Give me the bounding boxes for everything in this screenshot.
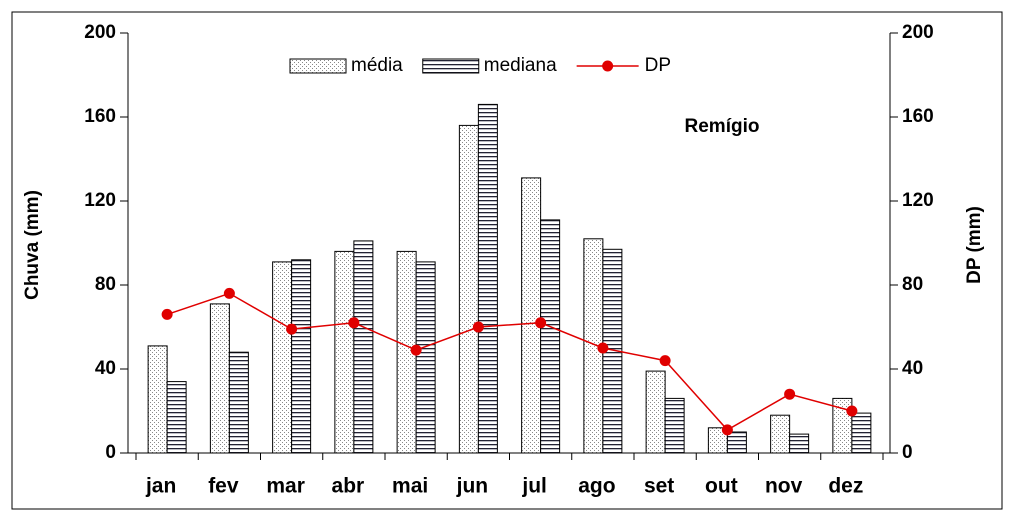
point bbox=[223, 287, 235, 299]
bar bbox=[521, 177, 542, 454]
bar bbox=[726, 431, 747, 454]
point bbox=[472, 321, 484, 333]
x-tick-label: set bbox=[644, 475, 674, 498]
bar bbox=[664, 397, 685, 454]
x-tick-label: jul bbox=[521, 475, 547, 498]
bar bbox=[477, 103, 498, 454]
legend-label: mediana bbox=[484, 55, 557, 76]
y-tick-label: 40 bbox=[95, 358, 116, 379]
bar bbox=[458, 124, 479, 454]
point bbox=[721, 424, 733, 436]
x-tick-label: out bbox=[705, 475, 738, 498]
y-tick-label: 80 bbox=[95, 274, 116, 295]
bar bbox=[272, 261, 293, 454]
y-tick-label: 120 bbox=[84, 190, 116, 211]
bar bbox=[147, 345, 168, 454]
bar bbox=[353, 240, 374, 454]
point bbox=[410, 344, 422, 356]
y-tick-label: 0 bbox=[105, 442, 116, 463]
bar bbox=[770, 414, 791, 454]
y2-tick-label: 40 bbox=[902, 358, 923, 379]
legend-swatch bbox=[289, 58, 347, 74]
bar bbox=[228, 351, 249, 454]
x-tick-label: mar bbox=[266, 475, 305, 498]
point bbox=[784, 388, 796, 400]
bar bbox=[645, 370, 666, 454]
y2-tick-label: 120 bbox=[902, 190, 934, 211]
point bbox=[846, 405, 858, 417]
point bbox=[286, 323, 298, 335]
y2-tick-label: 200 bbox=[902, 22, 934, 43]
point bbox=[161, 308, 173, 320]
line bbox=[166, 292, 853, 431]
bar bbox=[209, 303, 230, 454]
bar bbox=[291, 259, 312, 454]
x-tick-label: dez bbox=[828, 475, 863, 498]
bar bbox=[166, 381, 187, 454]
y2-tick-label: 0 bbox=[902, 442, 913, 463]
x-tick-label: ago bbox=[578, 475, 615, 498]
annotation: Remígio bbox=[685, 116, 760, 137]
x-tick-label: jan bbox=[145, 475, 176, 498]
point bbox=[348, 317, 360, 329]
y2-axis-label: DP (mm) bbox=[964, 206, 985, 284]
x-tick-label: nov bbox=[765, 475, 803, 498]
x-tick-label: abr bbox=[332, 475, 365, 498]
legend-swatch bbox=[602, 60, 614, 72]
point bbox=[659, 355, 671, 367]
bar bbox=[540, 219, 561, 454]
frame bbox=[11, 11, 1003, 510]
x-tick-label: mai bbox=[392, 475, 428, 498]
y2-tick-label: 80 bbox=[902, 274, 923, 295]
y2-tick-label: 160 bbox=[902, 106, 934, 127]
legend-swatch bbox=[422, 58, 480, 74]
y-tick-label: 160 bbox=[84, 106, 116, 127]
bar bbox=[789, 433, 810, 454]
y-axis-label: Chuva (mm) bbox=[22, 190, 43, 300]
bar bbox=[415, 261, 436, 454]
bar bbox=[334, 250, 355, 454]
point bbox=[535, 317, 547, 329]
bar bbox=[851, 412, 872, 454]
point bbox=[597, 342, 609, 354]
x-tick-label: jun bbox=[456, 475, 489, 498]
x-tick-label: fev bbox=[208, 475, 239, 498]
y-tick-label: 200 bbox=[84, 22, 116, 43]
legend-label: média bbox=[351, 55, 403, 76]
legend-label: DP bbox=[645, 55, 671, 76]
